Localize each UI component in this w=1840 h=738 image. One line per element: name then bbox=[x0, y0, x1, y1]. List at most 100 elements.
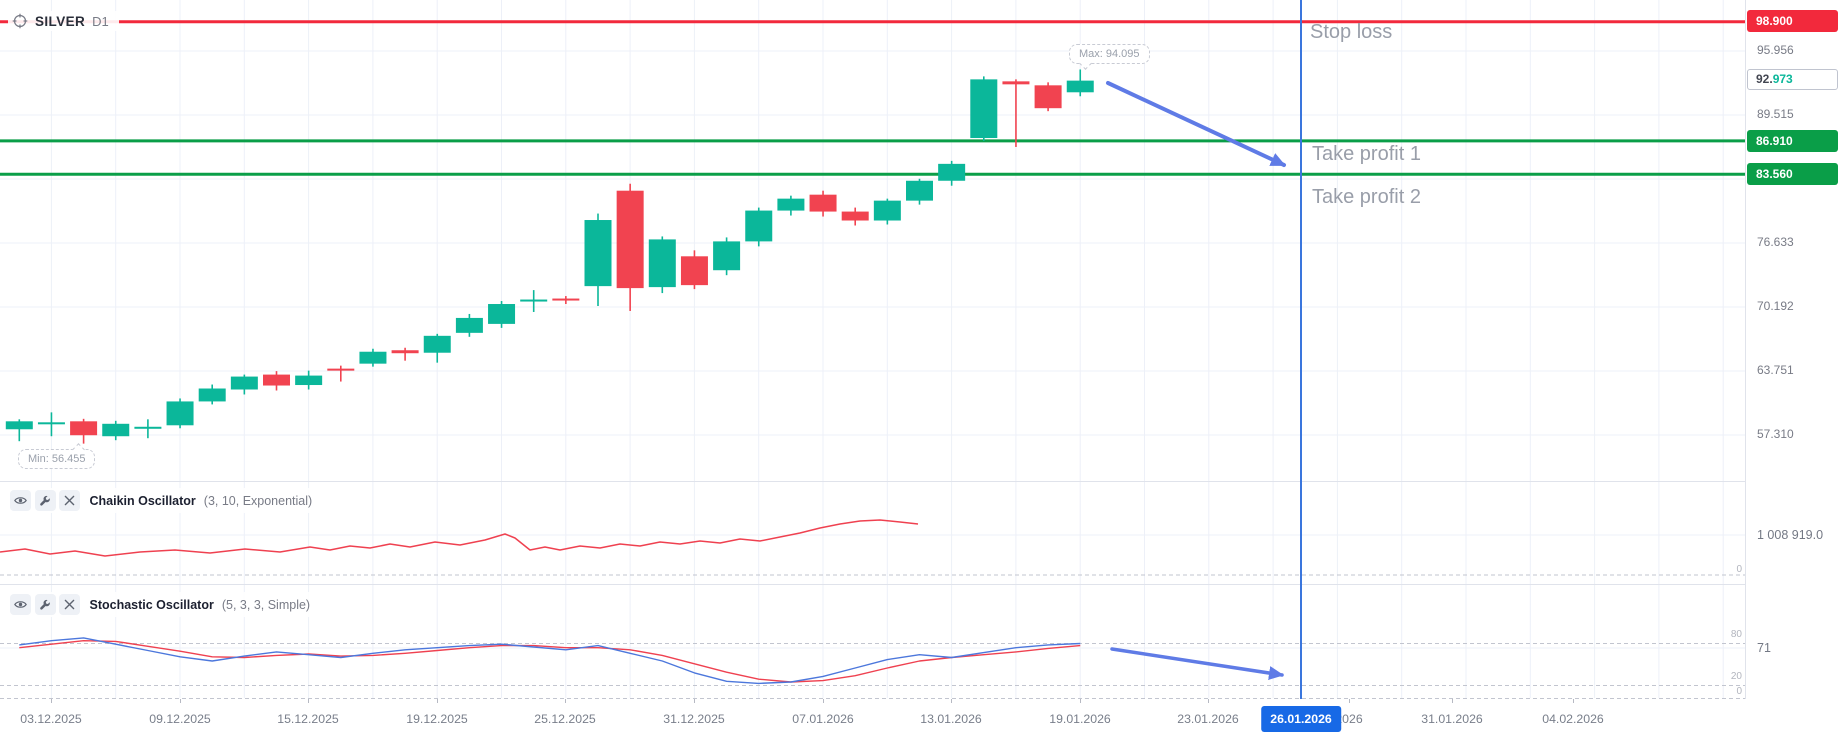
date-label: 15.12.2025 bbox=[277, 712, 339, 726]
price-axis-label: 63.751 bbox=[1757, 363, 1794, 377]
candle[interactable] bbox=[455, 317, 483, 333]
date-label: 19.12.2025 bbox=[406, 712, 468, 726]
time-axis[interactable]: 26.01.2026 03.12.2025 09.12.2025 15.12.202… bbox=[0, 699, 1840, 738]
price-axis-label: 95.956 bbox=[1757, 43, 1794, 57]
candle[interactable] bbox=[102, 423, 130, 437]
trend-arrow[interactable] bbox=[1110, 647, 1284, 680]
candle[interactable] bbox=[584, 220, 612, 287]
candle[interactable] bbox=[713, 241, 741, 271]
candle[interactable] bbox=[1002, 81, 1030, 85]
wrench-icon[interactable] bbox=[34, 594, 56, 615]
time-axis-tick bbox=[437, 699, 438, 703]
candle[interactable] bbox=[423, 335, 451, 353]
symbol-timeframe: D1 bbox=[92, 13, 109, 29]
chaikin-line bbox=[0, 519, 919, 557]
candle[interactable] bbox=[520, 299, 548, 302]
candle[interactable] bbox=[648, 239, 676, 288]
date-label: 25.12.2025 bbox=[534, 712, 596, 726]
stop-loss-price-badge[interactable]: 98.900 bbox=[1747, 10, 1838, 32]
eye-icon[interactable] bbox=[10, 490, 31, 511]
chaikin-indicator-header: Chaikin Oscillator (3, 10, Exponential) bbox=[10, 488, 321, 513]
date-label: 19.01.2026 bbox=[1049, 712, 1111, 726]
candle[interactable] bbox=[938, 163, 966, 181]
time-axis-tick bbox=[180, 699, 181, 703]
chaikin-title[interactable]: Chaikin Oscillator bbox=[89, 493, 196, 508]
date-label: 07.01.2026 bbox=[792, 712, 854, 726]
price-axis-label: 70.192 bbox=[1757, 299, 1794, 313]
selected-date-badge: 26.01.2026 bbox=[1261, 706, 1341, 732]
stop-loss-label: Stop loss bbox=[1310, 21, 1393, 43]
date-label: 13.01.2026 bbox=[920, 712, 982, 726]
stoch-upper-label: 80 bbox=[1730, 629, 1742, 640]
time-axis-tick bbox=[1080, 699, 1081, 703]
time-axis-tick bbox=[308, 699, 309, 703]
stoch-zero-label: 0 bbox=[1736, 686, 1742, 697]
date-label: 04.02.2026 bbox=[1542, 712, 1604, 726]
candle[interactable] bbox=[359, 351, 387, 364]
candle[interactable] bbox=[970, 79, 998, 139]
date-label: 03.12.2025 bbox=[20, 712, 82, 726]
stochastic-indicator-header: Stochastic Oscillator (5, 3, 3, Simple) bbox=[10, 592, 319, 617]
time-axis-tick bbox=[1349, 699, 1350, 703]
candle[interactable] bbox=[327, 368, 355, 371]
candle[interactable] bbox=[745, 210, 773, 242]
date-cursor-line[interactable] bbox=[1300, 0, 1302, 706]
candle[interactable] bbox=[37, 422, 65, 425]
time-axis-tick bbox=[1208, 699, 1209, 703]
candle[interactable] bbox=[70, 421, 98, 436]
candle[interactable] bbox=[680, 256, 708, 286]
take-profit-1-label: Take profit 1 bbox=[1312, 143, 1421, 165]
price-axis-label: 57.310 bbox=[1757, 427, 1794, 441]
candle[interactable] bbox=[166, 401, 194, 426]
trend-arrow[interactable] bbox=[1106, 81, 1286, 167]
candle[interactable] bbox=[391, 350, 419, 354]
time-axis-tick bbox=[951, 699, 952, 703]
stochastic-params: (5, 3, 3, Simple) bbox=[221, 597, 311, 612]
wrench-icon[interactable] bbox=[34, 490, 56, 511]
date-label: 09.12.2025 bbox=[149, 712, 211, 726]
candle[interactable] bbox=[809, 194, 837, 212]
time-axis-tick bbox=[1573, 699, 1574, 703]
candle[interactable] bbox=[552, 298, 580, 301]
candle[interactable] bbox=[134, 426, 162, 429]
stoch-k-line bbox=[19, 637, 1081, 685]
time-axis-tick bbox=[823, 699, 824, 703]
close-icon[interactable] bbox=[59, 594, 80, 615]
price-axis-label: 89.515 bbox=[1757, 107, 1794, 121]
candle[interactable] bbox=[263, 374, 290, 386]
candle[interactable] bbox=[616, 190, 644, 289]
stoch-value: 71 bbox=[1757, 641, 1771, 655]
stochastic-title[interactable]: Stochastic Oscillator bbox=[89, 597, 214, 612]
price-axis[interactable] bbox=[1745, 0, 1840, 699]
candle[interactable] bbox=[5, 421, 33, 430]
candle[interactable] bbox=[873, 200, 901, 221]
stoch-lower-label: 20 bbox=[1730, 671, 1742, 682]
time-axis-tick bbox=[694, 699, 695, 703]
date-label: 31.01.2026 bbox=[1421, 712, 1483, 726]
pane-separator[interactable] bbox=[0, 481, 1840, 482]
symbol-row: SILVER D1 bbox=[8, 11, 119, 31]
time-axis-tick bbox=[51, 699, 52, 703]
chaikin-zero-label: 0 bbox=[1736, 564, 1742, 575]
candle[interactable] bbox=[906, 180, 933, 201]
time-axis-tick bbox=[1452, 699, 1453, 703]
eye-icon[interactable] bbox=[10, 594, 31, 615]
candle[interactable] bbox=[1066, 80, 1094, 93]
candle[interactable] bbox=[1034, 85, 1062, 109]
take-profit-2-label: Take profit 2 bbox=[1312, 186, 1421, 208]
take-profit-2-price-badge[interactable]: 83.560 bbox=[1747, 163, 1838, 185]
pane-separator[interactable] bbox=[0, 584, 1840, 585]
candle[interactable] bbox=[230, 376, 258, 390]
last-price-badge: 92.973 bbox=[1747, 69, 1838, 90]
candle[interactable] bbox=[777, 198, 805, 211]
candle[interactable] bbox=[198, 388, 226, 402]
date-label: 31.12.2025 bbox=[663, 712, 725, 726]
date-label: 2026 bbox=[1335, 712, 1363, 726]
close-icon[interactable] bbox=[59, 490, 80, 511]
take-profit-1-price-badge[interactable]: 86.910 bbox=[1747, 130, 1838, 152]
candle[interactable] bbox=[295, 375, 323, 386]
candle[interactable] bbox=[841, 211, 869, 221]
candle[interactable] bbox=[488, 304, 516, 324]
